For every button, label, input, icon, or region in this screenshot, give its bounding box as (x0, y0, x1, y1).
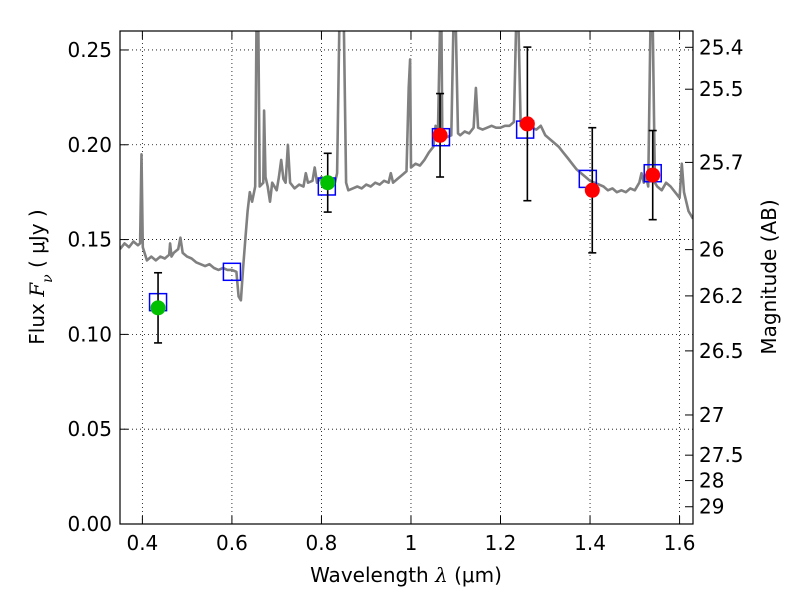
observed-point (645, 167, 661, 183)
error-bars (154, 46, 657, 344)
y-tick-label: 0.05 (67, 417, 112, 441)
x-axis-title: Wavelength λ (μm) (310, 563, 502, 587)
x-axis-ticks: 0.4 0.6 0.8 1 1.2 1.4 1.6 (126, 31, 695, 555)
plot-frame (119, 30, 694, 525)
y2-tick-label: 26.2 (699, 284, 744, 308)
grid-lines (120, 31, 693, 525)
y2-axis-title: Magnitude (AB) (757, 199, 781, 354)
y-axis-symbol: F (25, 282, 49, 298)
x-axis-unit: (μm) (454, 563, 502, 587)
x-tick-label: 1 (405, 531, 418, 555)
x-axis-title-text: Wavelength (310, 563, 429, 587)
x-tick-label: 1.4 (574, 531, 606, 555)
observed-point (320, 175, 336, 191)
x-tick-label: 0.6 (216, 531, 248, 555)
y2-tick-label: 29 (699, 495, 724, 519)
observed-point (150, 300, 166, 316)
y2-tick-label: 27.5 (699, 443, 744, 467)
y2-tick-label: 25.5 (699, 77, 744, 101)
y-tick-label: 0.00 (67, 512, 112, 536)
y-tick-label: 0.15 (67, 228, 112, 252)
x-tick-label: 1.6 (664, 531, 696, 555)
y-axis-title: Flux Fν ( μJy ) (25, 209, 56, 344)
model-band-square (222, 262, 242, 282)
sed-model-path (120, 31, 693, 302)
y-tick-label: 0.25 (67, 38, 112, 62)
observed-points (150, 116, 661, 316)
y2-tick-label: 25.4 (699, 35, 744, 59)
model-band-squares (148, 120, 662, 312)
observed-point (519, 116, 535, 132)
observed-point (584, 182, 600, 198)
y-axis-title-text: Flux (25, 303, 49, 345)
sed-model-line (120, 31, 693, 302)
y2-tick-label: 26.5 (699, 339, 744, 363)
observed-point (432, 127, 448, 143)
y-axis-unit: ( μJy ) (25, 209, 49, 268)
y-axis-ticks: 0.00 0.05 0.10 0.15 0.20 0.25 (67, 38, 128, 536)
x-tick-label: 1.2 (485, 531, 517, 555)
x-tick-label: 0.8 (306, 531, 338, 555)
y-axis-subscript: ν (40, 274, 56, 283)
y-tick-label: 0.10 (67, 322, 112, 346)
y2-tick-label: 28 (699, 469, 724, 493)
x-tick-label: 0.4 (126, 531, 158, 555)
x-axis-symbol: λ (434, 563, 448, 587)
y2-tick-label: 26 (699, 238, 724, 262)
y2-tick-label: 27 (699, 403, 724, 427)
y-tick-label: 0.20 (67, 133, 112, 157)
y2-tick-label: 25.7 (699, 150, 744, 174)
